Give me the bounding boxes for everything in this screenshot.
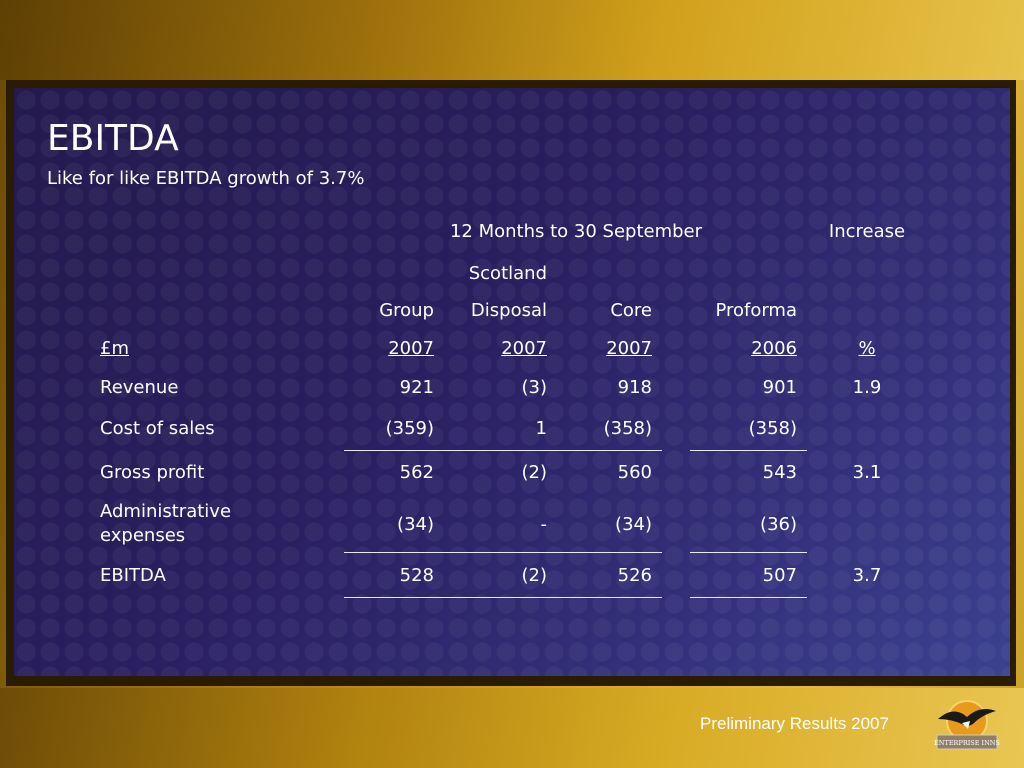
cost-of-sales-proforma: (358) [748,418,797,439]
units-group-year: 2007 [388,338,434,359]
enterprise-inns-logo: ENTERPRISE INNS [934,700,1000,750]
cost-of-sales-core: (358) [603,418,652,439]
ebitda-increase: 3.7 [852,565,882,586]
footer-text: Preliminary Results 2007 [700,714,889,733]
gross-profit-proforma: 543 [762,462,797,483]
total-rule-core [344,597,662,598]
revenue-proforma: 901 [762,377,797,398]
slide-title: EBITDA [47,118,179,159]
row-label-revenue: Revenue [100,377,179,398]
ebitda-rule-proforma [690,552,807,553]
column-header-disposal-line1: Scotland [468,263,547,284]
row-label-ebitda: EBITDA [100,565,166,586]
column-header-group: Group [379,300,434,321]
ebitda-group: 528 [399,565,434,586]
units-label: £m [100,338,129,359]
period-header: 12 Months to 30 September [449,221,703,242]
gross-profit-core: 560 [617,462,652,483]
gross-profit-group: 562 [399,462,434,483]
units-proforma-year: 2006 [751,338,797,359]
admin-disposal: - [540,514,548,535]
units-increase: % [858,338,876,359]
units-core-year: 2007 [606,338,652,359]
units-disposal-year: 2007 [501,338,547,359]
admin-core: (34) [615,514,652,535]
subtotal-rule-core [344,450,662,451]
revenue-group: 921 [399,377,434,398]
dot-pattern [14,88,1010,676]
cost-of-sales-disposal: 1 [535,418,547,439]
column-header-core: Core [610,300,652,321]
logo-text: ENTERPRISE INNS [934,739,1000,747]
column-header-disposal-line2: Disposal [470,300,547,321]
cost-of-sales-group: (359) [385,418,434,439]
total-rule-proforma [690,597,807,598]
subtotal-rule-proforma [690,450,807,451]
ebitda-core: 526 [617,565,652,586]
bottom-band [0,688,1024,768]
gross-profit-disposal: (2) [521,462,548,483]
increase-header: Increase [828,221,906,242]
row-label-admin-line1: Administrative [100,501,232,522]
admin-group: (34) [397,514,434,535]
gross-profit-increase: 3.1 [852,462,882,483]
content-panel [14,88,1010,676]
column-header-proforma: Proforma [715,300,797,321]
revenue-disposal: (3) [521,377,548,398]
ebitda-proforma: 507 [762,565,797,586]
row-label-gross-profit: Gross profit [100,462,205,483]
ebitda-rule-core [344,552,662,553]
top-band [0,0,1024,80]
revenue-increase: 1.9 [852,377,882,398]
row-label-cost-of-sales: Cost of sales [100,418,215,439]
slide-subtitle: Like for like EBITDA growth of 3.7% [47,168,365,189]
revenue-core: 918 [617,377,652,398]
row-label-admin-line2: expenses [100,525,186,546]
ebitda-disposal: (2) [521,565,548,586]
admin-proforma: (36) [760,514,797,535]
